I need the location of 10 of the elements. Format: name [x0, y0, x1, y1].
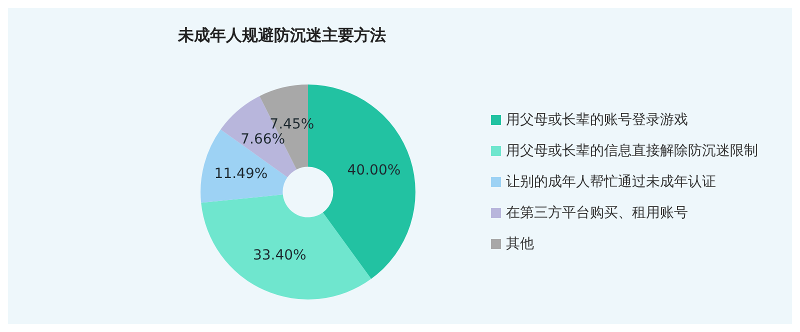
legend-label: 用父母或长辈的信息直接解除防沉迷限制 [506, 143, 758, 159]
data-label: 40.00% [347, 162, 401, 179]
legend-label: 在第三方平台购买、租用账号 [506, 205, 688, 221]
legend-label: 用父母或长辈的账号登录游戏 [506, 112, 688, 128]
data-label: 33.40% [252, 247, 306, 264]
legend-label: 其他 [506, 236, 534, 252]
data-label: 11.49% [214, 166, 268, 182]
chart-title: 未成年人规避防沉迷主要方法 [177, 26, 386, 44]
legend-label: 让别的成年人帮忙通过未成年认证 [506, 174, 716, 190]
data-label: 7.66% [240, 131, 286, 148]
